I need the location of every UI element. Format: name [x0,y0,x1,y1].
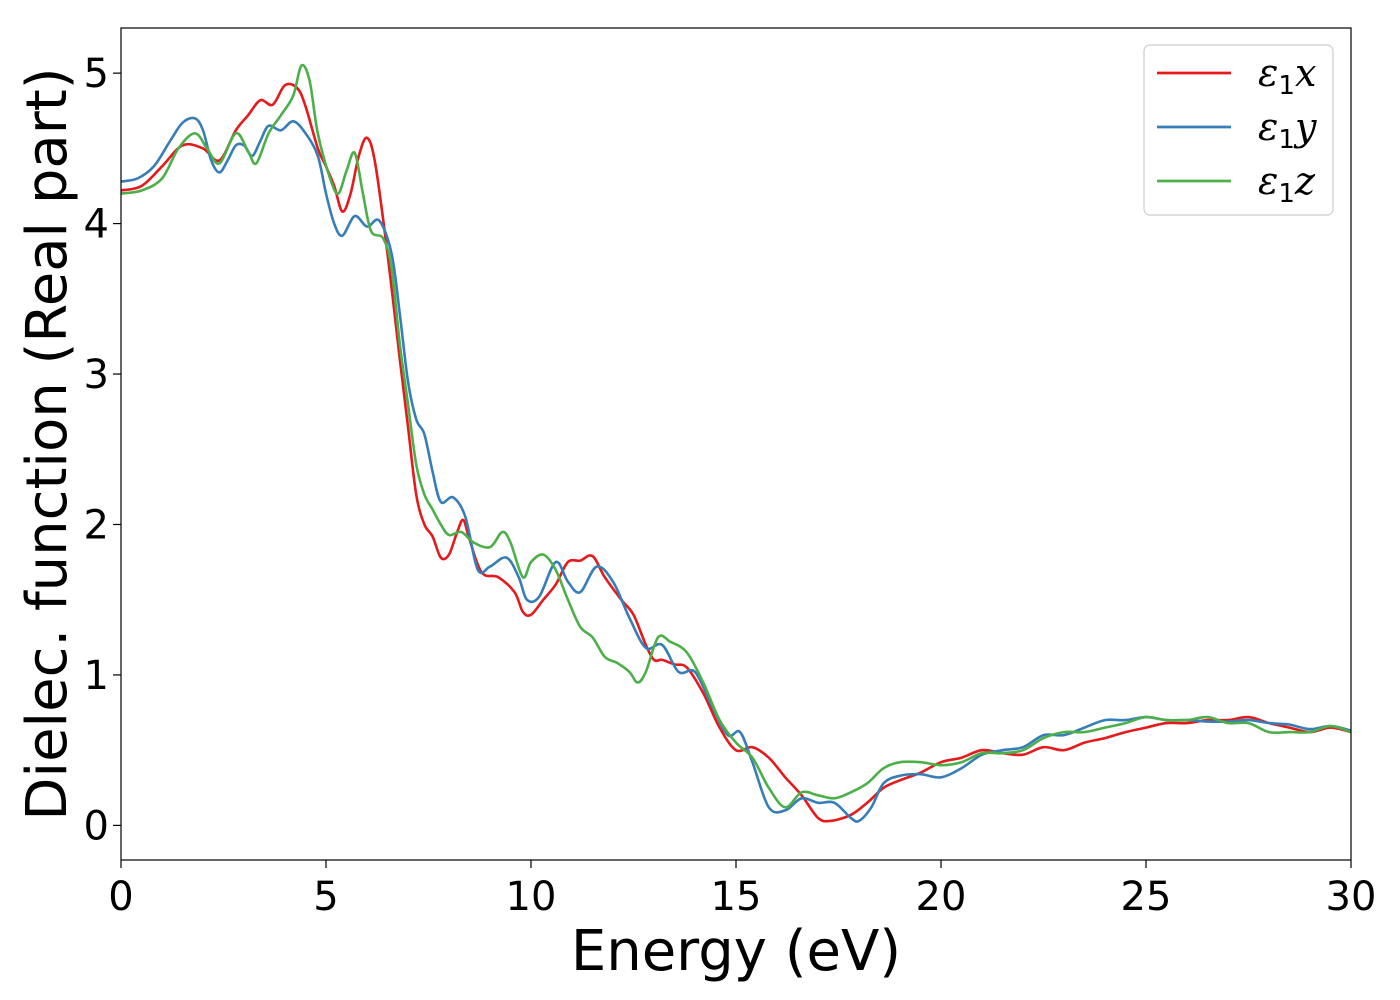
legend-label-suffix: z [1294,159,1316,203]
legend-label-base: ε [1258,159,1278,203]
y-axis-ticks: 0 1 2 3 4 5 [84,51,121,849]
legend-entry-x: ε1x [1157,51,1316,101]
series-layer [120,63,1352,823]
legend-label: ε1y [1258,105,1317,155]
x-tick-label: 20 [916,874,967,920]
x-tick-label: 30 [1326,874,1377,920]
x-tick-label: 25 [1121,874,1172,920]
y-tick-label: 2 [84,502,109,548]
x-tick-label: 10 [506,874,557,920]
x-axis-label: Energy (eV) [571,919,901,984]
legend-label-suffix: x [1295,51,1316,95]
series-line-z [120,63,1352,809]
legend-label-subscript: 1 [1278,71,1295,101]
y-axis-label: Dielec. function (Real part) [15,67,80,820]
legend-entry-y: ε1y [1157,105,1317,155]
legend-label-base: ε [1258,105,1278,149]
y-tick-label: 0 [84,803,109,849]
legend-entry-z: ε1z [1157,159,1316,209]
legend-label: ε1z [1258,159,1316,209]
legend-label-suffix: y [1293,105,1317,149]
y-tick-label: 5 [84,51,109,97]
legend-label-subscript: 1 [1278,179,1295,209]
y-tick-label: 3 [84,352,109,398]
legend-box [1143,44,1334,216]
legend-label-base: ε [1258,51,1278,95]
x-tick-label: 15 [711,874,762,920]
x-axis-ticks: 0 5 10 15 20 25 30 [108,860,1376,920]
y-tick-label: 1 [84,653,109,699]
x-tick-label: 5 [313,874,338,920]
x-tick-label: 0 [108,874,133,920]
y-tick-label: 4 [84,202,109,248]
legend-label: ε1x [1258,51,1316,101]
series-line-y [120,116,1352,823]
legend-label-subscript: 1 [1278,125,1295,155]
